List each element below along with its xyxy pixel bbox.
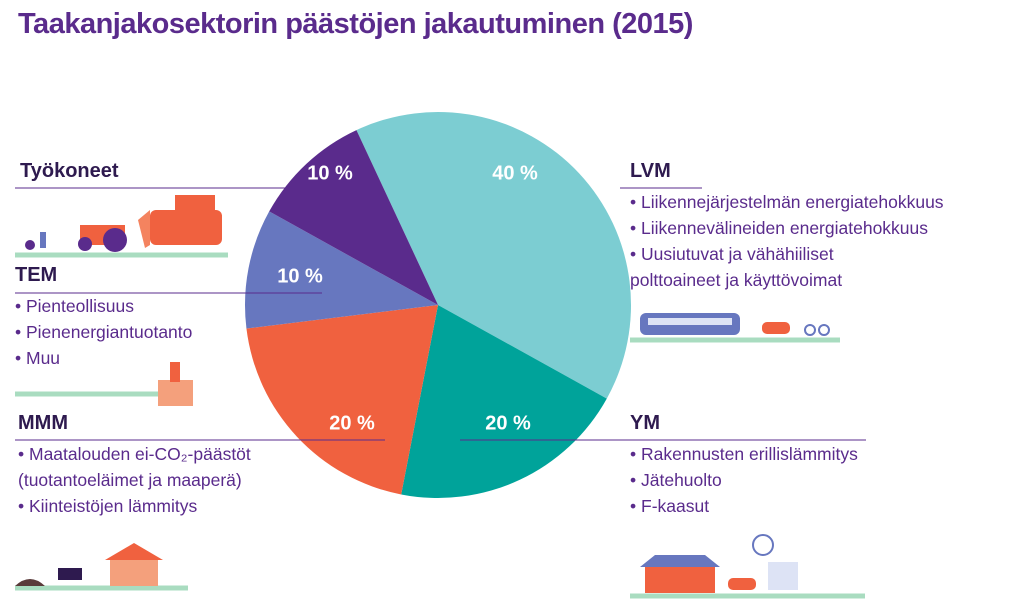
- bullet-list: Liikennejärjestelmän energiatehokkuusLii…: [630, 189, 944, 293]
- sector-heading: TEM: [15, 264, 58, 286]
- bullet-text: (tuotantoeläimet ja maaperä): [18, 470, 242, 490]
- bullet-text: Jätehuolto: [630, 467, 858, 493]
- bullet-text: F-kaasut: [630, 493, 858, 519]
- bullet-list: Rakennusten erillislämmitysJätehuoltoF-k…: [630, 441, 858, 519]
- pie-slice: [246, 305, 438, 495]
- pie-slice: [356, 111, 631, 399]
- bullet: Pienteollisuus: [15, 293, 192, 319]
- bullet-text: Pienteollisuus: [15, 293, 192, 319]
- bullet: Kiinteistöjen lämmitys: [18, 493, 251, 519]
- bullet: Liikennejärjestelmän energiatehokkuus: [630, 189, 944, 215]
- bullet: F-kaasut: [630, 493, 858, 519]
- bullet-text: Muu: [15, 345, 192, 371]
- bullet: Rakennusten erillislämmitys: [630, 441, 858, 467]
- bullet-text: Rakennusten erillislämmitys: [630, 441, 858, 467]
- icons: [15, 195, 865, 599]
- sector-block: MMM Maatalouden ei-CO₂-päästöt (tuotantoel…: [18, 412, 251, 519]
- sector-block: YM Rakennusten erillislämmitysJätehuoltoF…: [630, 412, 858, 519]
- bullet-text: Liikennevälineiden energiatehokkuus: [630, 215, 944, 241]
- sector-block: TEM PienteollisuusPienenergiantuotantoMuu: [15, 264, 192, 371]
- bullet-text: Liikennejärjestelmän energiatehokkuus: [630, 189, 944, 215]
- title: Taakanjakosektorin päästöjen jakautumine…: [18, 8, 693, 40]
- sector-heading: LVM: [630, 160, 671, 182]
- pie-slice: [245, 211, 438, 329]
- bullet: Maatalouden ei-CO₂-päästöt (tuotantoeläim…: [18, 441, 251, 493]
- bullet: Liikennevälineiden energiatehokkuus: [630, 215, 944, 241]
- bullet-text: Maatalouden ei-CO₂-päästöt: [18, 441, 251, 467]
- value-label: 10 %: [307, 162, 353, 184]
- bullet-text: Kiinteistöjen lämmitys: [18, 493, 251, 519]
- pie-slice: [269, 130, 438, 305]
- bullet: Uusiutuvat ja vähähiiliset polttoaineet j…: [630, 241, 944, 293]
- bullet-text: Uusiutuvat ja vähähiiliset: [630, 241, 944, 267]
- pie-slice: [401, 305, 607, 498]
- bullet-text: polttoaineet ja käyttövoimat: [630, 270, 843, 290]
- bullet-text: Pienenergiantuotanto: [15, 319, 192, 345]
- value-label: 20 %: [329, 412, 375, 434]
- bullet: Jätehuolto: [630, 467, 858, 493]
- value-label: 20 %: [485, 412, 531, 434]
- value-label: 10 %: [277, 265, 323, 287]
- value-label: 40 %: [492, 162, 538, 184]
- sector-heading: YM: [630, 412, 660, 434]
- bullet-list: PienteollisuusPienenergiantuotantoMuu: [15, 293, 192, 371]
- bullet-list: Maatalouden ei-CO₂-päästöt (tuotantoeläim…: [18, 441, 251, 519]
- bullet: Muu: [15, 345, 192, 371]
- bullet: Pienenergiantuotanto: [15, 319, 192, 345]
- sector-block: Työkoneet: [20, 160, 119, 189]
- sector-heading: MMM: [18, 412, 68, 434]
- sector-block: LVM Liikennejärjestelmän energiatehokkuus…: [630, 160, 944, 293]
- sector-heading: Työkoneet: [20, 160, 119, 182]
